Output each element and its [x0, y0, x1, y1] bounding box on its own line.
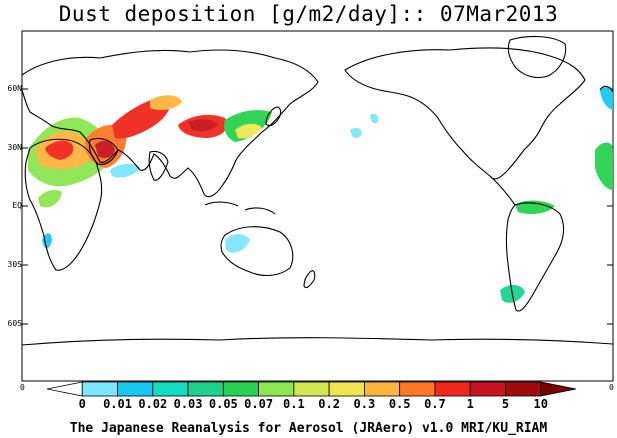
lat-label-eq: EQ: [12, 201, 22, 210]
colorbar-segment: [222, 381, 259, 397]
colorbar-tick-label: 0.03: [173, 397, 203, 411]
colorbar-segment: [187, 381, 224, 397]
colorbar-tick-label: 0.1: [283, 397, 305, 411]
lon-label-left: 0: [20, 383, 25, 392]
map-title: Dust deposition [g/m2/day]:: 07Mar2013: [58, 2, 559, 26]
colorbar-segment: [399, 381, 436, 397]
colorbar-tick-label: 0.7: [424, 397, 446, 411]
lat-label-60s: 60S: [7, 319, 22, 328]
colorbar-segment: [469, 381, 506, 397]
colorbar-tick-label: 0.3: [353, 397, 376, 411]
coastlines: [21, 35, 614, 346]
colorbar-tick-label: 5: [501, 397, 510, 411]
lat-label-30s: 30S: [7, 260, 22, 269]
colorbar-segment: [505, 381, 542, 397]
colorbar-segment: [152, 381, 189, 397]
colorbar-segment: [117, 381, 154, 397]
colorbar-tick-label: 1: [466, 397, 474, 411]
colorbar-tick-label: 0.02: [138, 397, 168, 411]
colorbar-segment: [363, 381, 401, 397]
colorbar-segment: [81, 381, 118, 397]
colorbar-tick-label: 0.07: [244, 397, 274, 411]
lon-label-right: 0: [609, 383, 614, 392]
lat-label-60n: 60N: [7, 84, 22, 93]
colorbar-segment: [46, 381, 83, 397]
dust-shading: [28, 86, 613, 303]
footer-credit: The Japanese Reanalysis for Aerosol (JRA…: [69, 421, 548, 436]
colorbar-segment: [293, 381, 330, 397]
colorbar-segment: [328, 381, 365, 397]
lat-label-30n: 30N: [7, 143, 22, 152]
colorbar-tick-label: 0.01: [103, 397, 132, 411]
colorbar-segment: [540, 381, 577, 397]
colorbar-tick-label: 0.2: [318, 397, 340, 411]
colorbar-tick-label: 10: [533, 397, 548, 411]
colorbar-tick-label: 0.5: [388, 397, 411, 411]
colorbar-segment: [258, 381, 295, 397]
colorbar-tick-label: 0: [78, 397, 86, 411]
colorbar-segment: [434, 381, 471, 397]
colorbar-tick-label: 0.05: [208, 397, 238, 411]
